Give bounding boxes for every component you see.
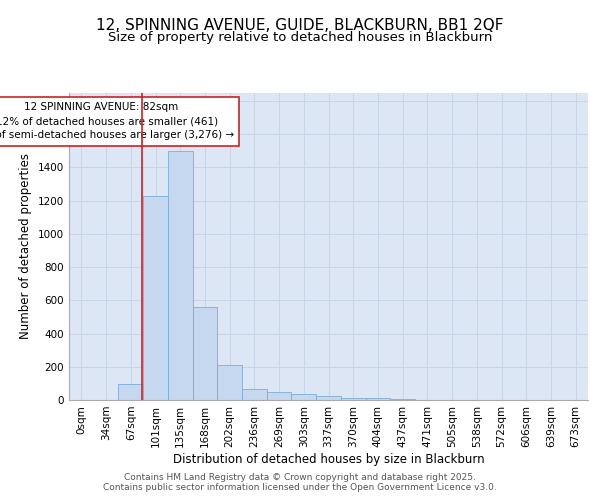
Text: 12 SPINNING AVENUE: 82sqm
← 12% of detached houses are smaller (461)
87% of semi: 12 SPINNING AVENUE: 82sqm ← 12% of detac… — [0, 102, 233, 141]
Bar — [292, 394, 316, 400]
Y-axis label: Number of detached properties: Number of detached properties — [19, 153, 32, 339]
Text: 12, SPINNING AVENUE, GUIDE, BLACKBURN, BB1 2QF: 12, SPINNING AVENUE, GUIDE, BLACKBURN, B… — [96, 18, 504, 32]
Text: Size of property relative to detached houses in Blackburn: Size of property relative to detached ho… — [108, 31, 492, 44]
Bar — [118, 384, 143, 400]
Bar — [242, 389, 267, 400]
Bar — [316, 396, 341, 400]
Bar — [217, 365, 242, 400]
X-axis label: Distribution of detached houses by size in Blackburn: Distribution of detached houses by size … — [173, 452, 484, 466]
Text: Contains HM Land Registry data © Crown copyright and database right 2025.
Contai: Contains HM Land Registry data © Crown c… — [103, 473, 497, 492]
Bar — [193, 307, 217, 400]
Bar — [168, 150, 193, 400]
Bar — [341, 398, 365, 400]
Bar — [143, 196, 168, 400]
Bar — [365, 398, 390, 400]
Bar — [390, 399, 415, 400]
Bar — [267, 392, 292, 400]
